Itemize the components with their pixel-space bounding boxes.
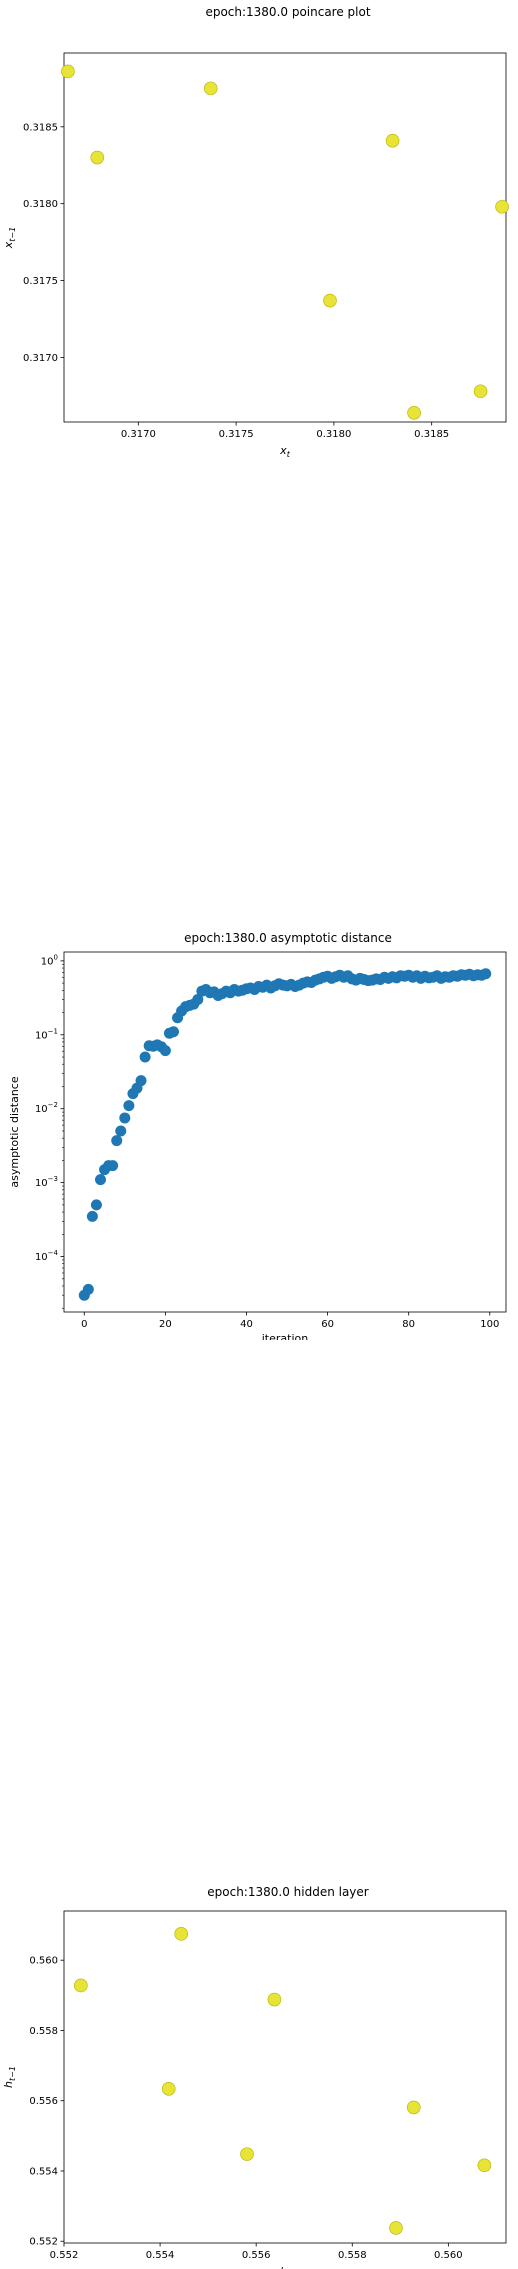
x-tick-label: 100 <box>480 1319 499 1330</box>
y-tick-label: 0.3175 <box>23 276 58 287</box>
y-axis-label: ht−1 <box>2 2066 17 2088</box>
data-point <box>203 81 218 96</box>
data-point <box>123 1100 135 1112</box>
y-tick-label: 0.558 <box>29 2026 58 2037</box>
data-point <box>406 2100 421 2115</box>
plot-area: 0.552 0.554 0.556 0.558 0.560 0.552 0.554 0.556… <box>2 1910 507 2269</box>
y-tick-label: 0.560 <box>29 1956 58 1967</box>
y-tick-label: 10−3 <box>35 1175 58 1189</box>
data-point <box>267 1992 282 2007</box>
y-tick-label: 0.556 <box>29 2096 58 2107</box>
y-tick-label: 10−2 <box>35 1101 58 1115</box>
y-tick-label: 100 <box>41 953 58 967</box>
data-point <box>111 1135 123 1147</box>
x-axis-label: iteration <box>262 1332 308 1340</box>
axes-frame <box>63 52 507 423</box>
plot-area: 0 20 40 60 80 100 10−4 10−3 10−2 10−1 100 iteration… <box>8 951 507 1340</box>
data-point <box>86 1210 98 1222</box>
chart-title: epoch:1380.0 hidden layer <box>207 1885 369 1899</box>
x-tick-label: 0 <box>81 1319 87 1330</box>
y-axis-label: xt−1 <box>2 227 17 249</box>
data-point <box>139 1051 151 1063</box>
data-point <box>159 1045 171 1057</box>
x-tick-label: 60 <box>321 1319 334 1330</box>
chart-title: epoch:1380.0 asymptotic distance <box>184 931 392 945</box>
data-point <box>94 1174 106 1186</box>
y-tick-label: 0.552 <box>29 2237 58 2248</box>
data-point <box>323 293 337 308</box>
asymptotic-distance-chart: epoch:1380.0 asymptotic distance 0 20 40 60… <box>8 931 507 1340</box>
x-tick-label: 0.3170 <box>121 429 156 440</box>
data-point <box>115 1125 127 1137</box>
data-point <box>135 1075 147 1087</box>
y-tick-label: 0.554 <box>29 2166 58 2177</box>
data-point <box>90 1199 102 1211</box>
y-tick-label: 10−4 <box>35 1249 59 1263</box>
axes-frame <box>63 1910 507 2244</box>
data-point <box>107 1160 119 1172</box>
data-point <box>480 968 492 980</box>
y-tick-label: 10−1 <box>35 1027 58 1041</box>
data-point <box>477 2158 492 2173</box>
data-point <box>174 1927 189 1941</box>
data-point <box>74 1978 88 1993</box>
x-tick-label: 0.552 <box>50 2250 79 2261</box>
hidden-layer-chart: epoch:1380.0 hidden layer 0.552 0.554 0.55… <box>2 1885 507 2269</box>
data-point <box>407 405 421 420</box>
y-tick-label: 0.3170 <box>23 353 58 364</box>
data-point <box>90 150 105 165</box>
plot-area: 0.3170 0.3175 0.3180 0.3185 0.3170 0.3175 0.31… <box>2 52 509 459</box>
x-tick-label: 0.3180 <box>316 429 351 440</box>
x-tick-label: 0.556 <box>242 2250 271 2261</box>
x-tick-label: 80 <box>402 1319 415 1330</box>
x-axis-label: ht <box>280 2265 291 2269</box>
x-tick-label: 20 <box>159 1319 172 1330</box>
data-point <box>385 133 400 148</box>
data-point <box>61 64 75 79</box>
chart-title: epoch:1380.0 poincare plot <box>205 5 370 19</box>
data-point <box>473 384 488 399</box>
data-point <box>389 2221 403 2235</box>
data-point <box>161 2081 176 2096</box>
x-tick-label: 0.3185 <box>414 429 449 440</box>
y-tick-label: 0.3180 <box>23 199 58 210</box>
data-point <box>82 1283 94 1295</box>
data-point <box>495 199 509 214</box>
x-tick-label: 0.3175 <box>219 429 254 440</box>
data-point <box>240 2147 254 2161</box>
y-tick-label: 0.3185 <box>23 122 58 133</box>
poincare-chart: epoch:1380.0 poincare plot 0.3170 0.3175 0… <box>2 5 509 459</box>
x-tick-label: 40 <box>240 1319 253 1330</box>
x-tick-label: 0.558 <box>338 2250 367 2261</box>
data-point <box>192 994 204 1006</box>
x-tick-label: 0.560 <box>434 2250 463 2261</box>
data-point <box>119 1112 131 1124</box>
axes-frame <box>63 951 507 1313</box>
y-axis-label: asymptotic distance <box>8 1076 21 1187</box>
x-tick-label: 0.554 <box>146 2250 175 2261</box>
x-axis-label: xt <box>279 444 291 459</box>
data-point <box>167 1026 179 1038</box>
